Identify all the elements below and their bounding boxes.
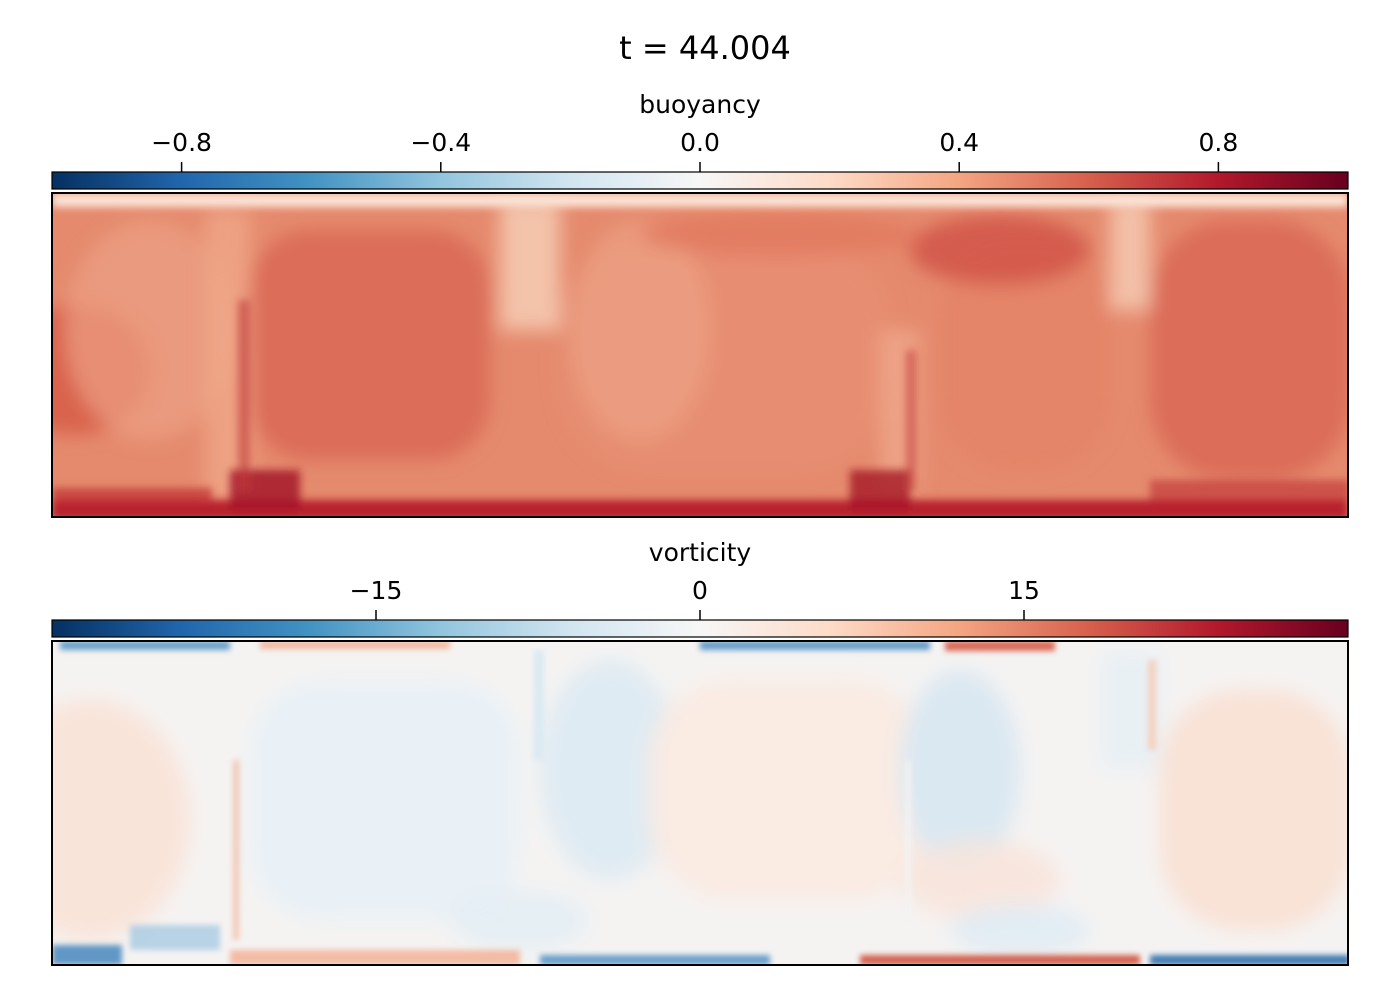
buoyancy-heatmap — [52, 193, 1348, 517]
vorticity-axes-frame — [51, 640, 1349, 966]
vorticity-colorbar — [51, 619, 1349, 638]
buoyancy-colorbar-ticks: −0.8 −0.4 0.0 0.4 0.8 — [151, 128, 1238, 172]
vorticity-tick-label: 0 — [692, 576, 708, 605]
buoyancy-panel: buoyancy −0.8 −0.4 0.0 0.4 0.8 — [51, 90, 1349, 518]
vorticity-colorbar-ticks: −15 0 15 — [350, 576, 1040, 620]
buoyancy-axes-frame — [51, 192, 1349, 518]
buoyancy-tick-label: 0.8 — [1199, 128, 1239, 157]
buoyancy-tick-label: −0.4 — [410, 128, 471, 157]
figure-title: t = 44.004 — [619, 29, 791, 67]
buoyancy-tick-label: 0.4 — [939, 128, 979, 157]
vorticity-panel: vorticity −15 0 15 — [51, 538, 1349, 966]
vorticity-tick-label: 15 — [1008, 576, 1040, 605]
buoyancy-colorbar — [51, 171, 1349, 190]
vorticity-heatmap — [52, 641, 1348, 965]
vorticity-colorbar-label: vorticity — [649, 538, 752, 567]
buoyancy-tick-label: −0.8 — [151, 128, 212, 157]
buoyancy-tick-label: 0.0 — [680, 128, 720, 157]
vorticity-tick-label: −15 — [350, 576, 403, 605]
buoyancy-colorbar-label: buoyancy — [639, 90, 761, 119]
